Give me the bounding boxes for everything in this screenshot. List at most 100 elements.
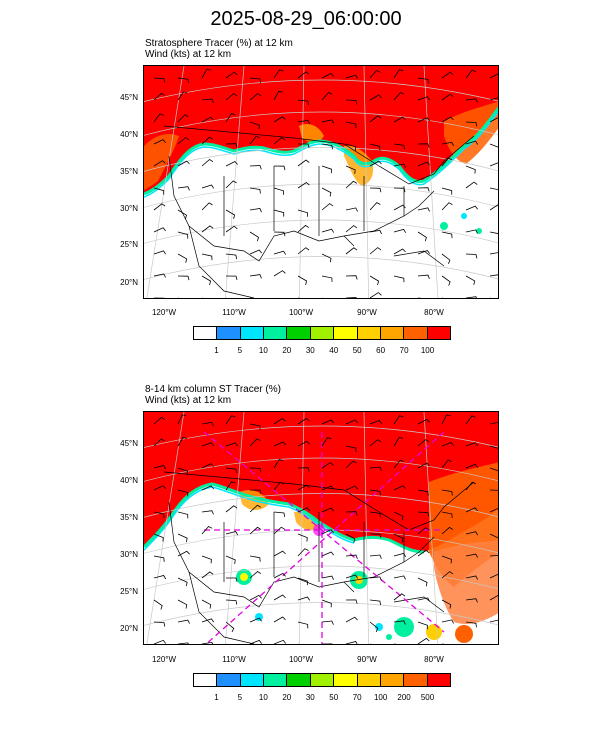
- wind-barb: [321, 437, 332, 447]
- tracer-high-region: [144, 66, 498, 194]
- wind-barb: [465, 598, 478, 603]
- wind-barb: [201, 225, 214, 233]
- wind-barb: [153, 250, 167, 255]
- wind-barb: [153, 273, 166, 278]
- wind-barb: [489, 573, 498, 579]
- lon-label: 100°W: [288, 308, 314, 317]
- wind-barb: [369, 160, 382, 167]
- wind-barb: [465, 415, 476, 425]
- wind-barb: [369, 533, 382, 539]
- wind-barb: [201, 618, 215, 623]
- wind-barb: [177, 436, 188, 447]
- wind-barb: [250, 297, 255, 298]
- wind-barb: [249, 231, 259, 242]
- wind-barb: [465, 463, 479, 469]
- wind-barb: [249, 555, 261, 562]
- wind-barb: [225, 467, 237, 474]
- colorbar-label: 60: [376, 346, 386, 355]
- wind-barb: [489, 143, 498, 148]
- colorbar-swatch: [427, 327, 450, 339]
- wind-barb: [153, 533, 164, 542]
- wind-barb: [393, 69, 404, 79]
- wind-barb: [273, 270, 286, 277]
- wind-barb: [393, 116, 406, 123]
- wind-barb: [465, 253, 478, 259]
- wind-barb: [345, 574, 359, 579]
- wind-barb: [441, 599, 452, 609]
- lon-label: 80°W: [424, 308, 444, 317]
- colorbar-label: 10: [258, 693, 268, 702]
- wind-barb: [201, 184, 215, 189]
- wind-barb: [153, 511, 165, 519]
- colorbar-swatch: [264, 327, 288, 339]
- wind-barb: [417, 597, 430, 602]
- panel-2-label-line2: Wind (kts) at 12 km: [145, 395, 232, 406]
- wind-barb: [226, 577, 238, 582]
- wind-barb: [369, 489, 381, 496]
- wind-barb: [249, 249, 263, 255]
- wind-barb: [441, 71, 454, 79]
- wind-barb: [370, 643, 372, 644]
- colorbar-label: 100: [373, 693, 388, 702]
- lon-label: 120°W: [151, 655, 177, 664]
- wind-barb: [369, 187, 382, 193]
- wind-barb: [177, 489, 189, 497]
- wind-barb: [225, 555, 236, 564]
- wind-barbs: [153, 68, 498, 298]
- colorbar-label: 1: [214, 693, 219, 702]
- wind-barb: [297, 596, 311, 601]
- wind-barb: [249, 639, 263, 644]
- colorbar-swatch: [240, 327, 265, 339]
- wind-barb: [466, 643, 467, 644]
- wind-barb: [249, 274, 262, 279]
- wind-barb: [273, 572, 286, 579]
- wind-barb: [202, 297, 203, 298]
- colorbar-label: 70: [352, 693, 362, 702]
- wind-barb: [249, 504, 262, 513]
- wind-barb: [490, 643, 491, 644]
- wind-barb: [321, 551, 335, 557]
- colorbar-label: 20: [282, 346, 292, 355]
- wind-barb: [249, 489, 262, 495]
- wind-barb: [345, 275, 358, 280]
- wind-barb: [321, 73, 334, 79]
- colorbar-swatch: [240, 674, 265, 686]
- wind-barb: [153, 227, 167, 233]
- wind-barb: [153, 77, 166, 83]
- wind-barb: [369, 143, 381, 151]
- wind-barb: [201, 641, 214, 644]
- wind-barb: [393, 92, 405, 101]
- wind-barb: [465, 553, 478, 558]
- wind-barb: [226, 297, 227, 298]
- lat-label: 30°N: [120, 550, 138, 559]
- wind-barb: [441, 414, 451, 425]
- wind-barb: [393, 143, 405, 150]
- colorbar-label: 200: [397, 693, 411, 702]
- wind-barb: [225, 71, 238, 79]
- wind-barb: [153, 92, 166, 101]
- wind-barb: [225, 415, 236, 425]
- wind-barb: [273, 90, 283, 101]
- wind-barb: [297, 621, 309, 629]
- wind-barb: [465, 481, 477, 491]
- wind-barb: [393, 552, 407, 558]
- colorbar-swatch: [357, 674, 381, 686]
- wind-barb: [249, 208, 262, 213]
- wind-barb: [273, 511, 285, 517]
- wind-barb: [465, 181, 478, 189]
- colorbar-swatch: [194, 674, 218, 686]
- wind-barb: [321, 620, 334, 625]
- lat-label: 40°N: [120, 476, 138, 485]
- wind-barb: [345, 74, 359, 79]
- colorbar-swatch: [334, 327, 358, 339]
- wind-barb: [321, 253, 332, 263]
- tracer-blob: [476, 228, 482, 234]
- wind-barb: [441, 571, 454, 579]
- wind-barb: [465, 296, 477, 298]
- wind-barb: [393, 228, 407, 234]
- graticule: [144, 66, 498, 298]
- wind-barb: [249, 617, 263, 623]
- colorbar-label: 100: [420, 346, 435, 355]
- wind-barb: [393, 485, 407, 491]
- wind-barb: [489, 252, 498, 255]
